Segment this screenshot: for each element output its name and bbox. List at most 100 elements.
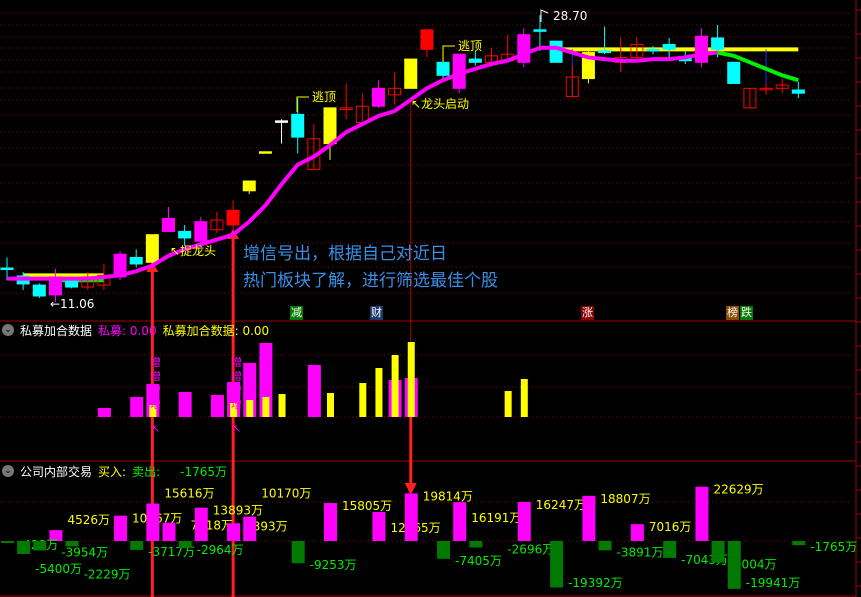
signal-arrow-head [404,483,417,495]
candle-body [178,230,192,239]
candle-body [226,209,240,226]
candle [258,151,272,154]
candle-body [145,234,159,263]
note-line-2: 热门板块了解，进行筛选最佳个股 [243,271,498,291]
signal-char: 增 [150,398,161,411]
candle [533,15,547,51]
tag-board[interactable]: 榜 [726,306,739,320]
candle [32,283,46,299]
insider-buy-label: 19814万 [423,489,473,503]
insider-sell-label: -19392万 [568,576,623,590]
panel1-header: ⌄ 私募加合数据 私募: 0.00 私募加合数据: 0.00 [0,321,269,339]
signal-char: 增 [150,384,161,397]
candle-body [339,107,353,110]
insider-sell-bar [130,541,144,550]
signal-arrow-icon: ↖ [232,422,242,435]
candle-body [32,284,46,297]
tag-rise[interactable]: 涨 [581,306,594,320]
candle-body [743,87,757,109]
insider-sell-label: -19941万 [746,576,801,590]
candle [517,28,531,68]
tag-finance[interactable]: 财 [370,306,383,320]
candle-body [371,87,385,107]
candle-body [549,40,563,63]
insider-sell-label: -2229万 [84,567,131,581]
candle [145,234,159,266]
panel1-value-sum: 私募加合数据: 0.00 [162,323,270,338]
candle-body [65,280,79,288]
note-line-1: 增信号出，根据自己对近日 [243,244,447,264]
tag-reduce[interactable]: 减 [290,306,303,320]
candle-body [694,35,708,63]
insider-sell-label: -3954万 [61,545,108,559]
insider-sell-bar [291,541,305,564]
annotation-leader-start: ↖龙头启动 [411,97,469,111]
private-fund-bar [520,379,528,417]
signal-text-2: 增增增增 [231,356,243,412]
tag-fall[interactable]: 跌 [740,306,753,320]
candle-body [388,87,402,96]
insider-sell-bar [550,541,564,588]
insider-buy-bar [146,503,160,541]
candle [662,37,676,58]
insider-sell-bar [437,541,451,559]
insider-buy-label: 4526万 [67,513,110,527]
annotation-arrow-icon [442,45,455,62]
candle [468,50,482,66]
trend-line [7,45,718,281]
insider-buy-label: 18807万 [600,492,650,506]
insider-sell-label: -2964万 [197,543,244,557]
candle-body [242,180,256,192]
candle-body [598,50,612,54]
candle [339,83,353,120]
candle-body [630,43,644,58]
candle [162,207,175,232]
candle [743,87,757,109]
candle-body [517,34,531,63]
signal-char: 增 [150,370,161,383]
signal-char: 增 [231,370,242,383]
insider-buy-bar [517,502,531,541]
insider-sell-label: -2696万 [507,542,554,556]
signal-char: 增 [231,398,242,411]
candle [549,40,563,63]
private-fund-bar [307,365,321,417]
candle [178,224,192,247]
candle [388,72,402,105]
private-fund-bar [130,397,144,417]
insider-sell-label: -7405万 [455,554,502,568]
private-fund-bar [262,397,270,417]
private-fund-bar [230,403,238,417]
candle [371,80,385,108]
insider-buy-bar [453,502,467,541]
candle [630,37,644,63]
insider-buy-bar [114,515,128,541]
private-fund-bar [97,408,111,417]
flag-icon [540,9,549,22]
collapse-chevron-icon[interactable]: ⌄ [2,324,14,336]
annotation-escape-top: 逃顶 [312,90,336,104]
candle-body [759,87,773,91]
private-fund-bar [359,383,367,417]
candle-body [323,107,337,145]
panel2-title: 公司内部交易 [20,464,93,479]
candle [226,200,240,230]
signal-arrow-icon: ↖ [151,422,161,435]
insider-buy-bar [372,512,386,541]
candle [646,46,660,55]
signal-char: 增 [150,356,161,369]
candle-body [404,58,418,89]
insider-buy-bar [194,507,208,541]
candle [694,28,708,68]
annotation-escape-top: 逃顶 [458,39,482,53]
private-fund-bar [278,394,286,417]
candle-body [210,219,224,231]
candle [210,211,224,234]
private-fund-bar [407,342,415,417]
candle [0,257,14,281]
insider-buy-bar [227,523,241,541]
panel1-value-private: 私募: 0.00 [98,323,157,338]
collapse-chevron-icon[interactable]: ⌄ [2,465,14,477]
insider-sell-bar [17,541,31,554]
